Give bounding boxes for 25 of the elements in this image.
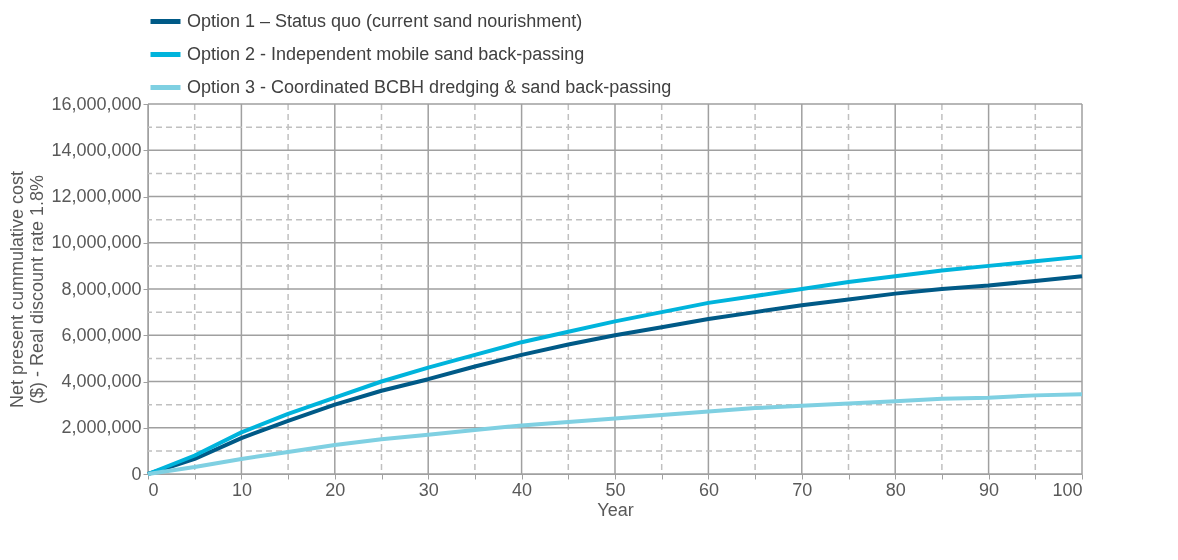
x-tick-label: 20 bbox=[325, 479, 346, 500]
x-tick-label: 10 bbox=[231, 479, 252, 500]
x-tick-label: 100 bbox=[1052, 479, 1083, 500]
y-tick-label: 0 bbox=[131, 463, 142, 484]
legend-label: Option 1 – Status quo (current sand nourishment) bbox=[187, 10, 583, 31]
x-tick-label: 60 bbox=[698, 479, 719, 500]
x-tick-label: 50 bbox=[605, 479, 626, 500]
y-tick-label: 8,000,000 bbox=[61, 278, 142, 299]
y-axis-title: Net present cummulative cost ($) - Real discount rate 1.8% bbox=[7, 170, 48, 409]
legend-label: Option 3 - Coordinated BCBH dredging & sand back-passing bbox=[187, 76, 672, 97]
x-tick-label: 90 bbox=[979, 479, 1000, 500]
y-tick-label: 10,000,000 bbox=[51, 232, 142, 253]
y-tick-label: 6,000,000 bbox=[61, 324, 142, 345]
y-tick-label: 14,000,000 bbox=[51, 139, 142, 160]
y-tick-label: 4,000,000 bbox=[61, 371, 142, 391]
x-tick-label: 40 bbox=[512, 479, 533, 500]
x-axis-title: Year bbox=[597, 499, 634, 520]
x-tick-label: 0 bbox=[148, 479, 159, 500]
x-tick-label: 30 bbox=[418, 479, 439, 500]
x-tick-label: 80 bbox=[885, 479, 906, 500]
y-tick-label: 2,000,000 bbox=[61, 417, 142, 438]
x-tick-label: 70 bbox=[792, 479, 813, 500]
legend-label: Option 2 - Independent mobile sand back-passing bbox=[187, 43, 585, 64]
y-tick-label: 16,000,000 bbox=[51, 93, 142, 114]
y-tick-label: 12,000,000 bbox=[51, 186, 142, 206]
